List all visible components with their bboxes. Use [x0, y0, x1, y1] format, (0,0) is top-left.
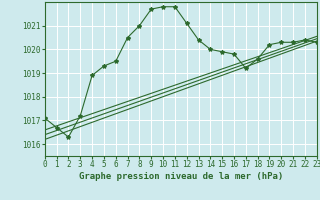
X-axis label: Graphe pression niveau de la mer (hPa): Graphe pression niveau de la mer (hPa)	[79, 172, 283, 181]
